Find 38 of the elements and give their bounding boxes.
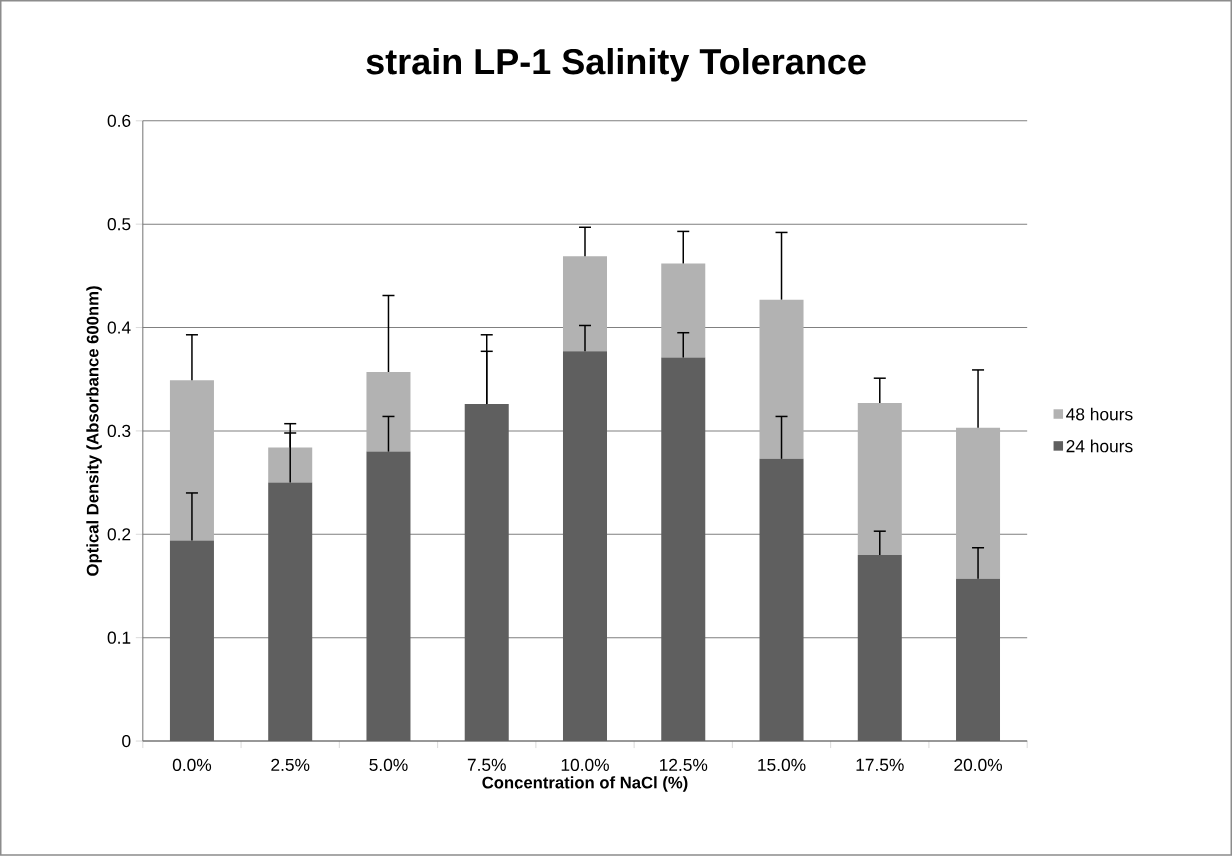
x-tick-label: 15.0% xyxy=(758,758,806,772)
bar xyxy=(562,256,608,352)
bar xyxy=(759,299,804,459)
y-tick-label: 0.6 xyxy=(107,114,131,128)
y-axis-title: Optical Density (Absorbance 600nm) xyxy=(86,286,102,576)
bar xyxy=(857,403,902,556)
x-tick-label: 5.0% xyxy=(369,758,408,772)
x-tick-label: 12.5% xyxy=(659,758,708,772)
y-tick-label: 0 xyxy=(122,734,131,748)
x-axis-title: Concentration of NaCl (%) xyxy=(482,776,688,792)
bar xyxy=(366,451,411,742)
bar xyxy=(268,482,313,742)
bar xyxy=(956,427,1001,579)
bar xyxy=(366,372,411,452)
bar xyxy=(464,404,509,742)
bar xyxy=(169,540,214,742)
y-tick-label: 0.1 xyxy=(107,631,131,644)
x-tick-label: 0.0% xyxy=(172,758,212,772)
x-tick-label: 10.0% xyxy=(561,758,609,772)
y-tick-label: 0.2 xyxy=(107,528,131,541)
y-tick-label: 0.3 xyxy=(107,424,131,438)
bar xyxy=(169,380,214,541)
y-tick-label: 0.5 xyxy=(107,218,131,231)
y-tick-label: 0.4 xyxy=(107,321,131,334)
bar xyxy=(956,578,1001,742)
x-tick-label: 20.0% xyxy=(954,758,1003,772)
bar xyxy=(759,458,804,742)
x-tick-label: 7.5% xyxy=(467,758,506,772)
x-tick-label: 2.5% xyxy=(271,758,310,772)
bar xyxy=(857,555,902,742)
bar xyxy=(661,263,706,358)
bar xyxy=(661,357,706,742)
bar xyxy=(562,351,608,742)
chart-title: strain LP-1 Salinity Tolerance xyxy=(366,48,866,82)
x-tick-label: 17.5% xyxy=(856,758,904,772)
legend-label: 48 hours xyxy=(1066,407,1133,421)
bar xyxy=(268,447,313,483)
legend-label: 24 hours xyxy=(1066,439,1133,453)
